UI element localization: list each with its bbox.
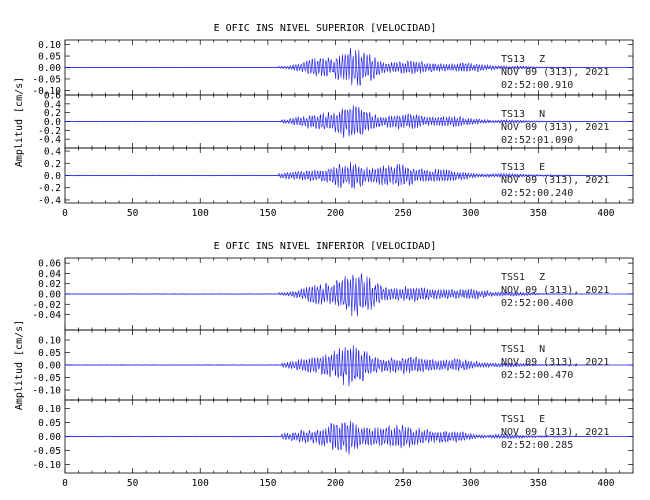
y-tick-label: -0.10 [32,386,61,397]
chart-labels: E OFIC INS NIVEL SUPERIOR [VELOCIDAD] Amp… [14,23,615,489]
chart-title: E OFIC INS NIVEL INFERIOR [VELOCIDAD] [214,241,437,252]
station-name: TS13 [501,54,525,65]
y-tick-label: 0.6 [44,91,61,102]
y-tick-label: 0.00 [38,361,61,372]
record-date: NOV 09 (313), 2021 [501,285,609,296]
x-tick-label: 200 [327,208,344,219]
y-tick-label: 0.0 [44,117,61,128]
component-name: Z [539,272,545,283]
trace-tss1-e [65,420,633,455]
y-tick-label: -0.10 [32,460,61,471]
component-name: N [539,109,545,120]
station-name: TSS1 [501,414,525,425]
y-tick-label: 0.06 [38,259,61,270]
chart-title: E OFIC INS NIVEL SUPERIOR [VELOCIDAD] [214,23,437,34]
seismic-traces [64,47,633,455]
y-axis-label: Amplitud [cm/s] [14,320,25,410]
x-tick-label: 300 [462,208,479,219]
component-name: Z [539,54,545,65]
panel-frames [64,39,634,474]
x-tick-label: 350 [530,208,547,219]
component-name: N [539,344,545,355]
y-tick-label: 0.10 [38,404,61,415]
y-tick-label: -0.4 [38,195,61,206]
component-name: E [539,162,545,173]
x-tick-label: 50 [127,478,139,489]
record-date: NOV 09 (313), 2021 [501,427,609,438]
x-tick-label: 0 [62,208,68,219]
y-tick-label: 0.00 [38,290,61,301]
y-tick-label: 0.05 [38,348,61,359]
x-tick-label: 100 [192,208,209,219]
trace-ts13-e [64,161,633,189]
record-time: 02:52:00.910 [501,80,573,91]
y-tick-label: 0.05 [38,418,61,429]
x-tick-label: 300 [462,478,479,489]
y-tick-label: -0.2 [38,183,61,194]
x-tick-label: 250 [395,208,412,219]
x-tick-label: 250 [395,478,412,489]
record-time: 02:52:00.400 [501,298,573,309]
y-tick-label: 0.4 [44,99,61,110]
y-tick-label: 0.05 [38,52,61,63]
station-label: TS13 Z [501,54,545,65]
trace-tss1-n [64,344,633,387]
station-name: TS13 [501,162,525,173]
y-tick-label: 0.2 [44,108,61,119]
x-tick-label: 200 [327,478,344,489]
record-time: 02:52:00.470 [501,370,573,381]
record-time: 02:52:00.285 [501,440,573,451]
y-tick-label: 0.10 [38,336,61,347]
y-tick-label: -0.10 [32,86,61,97]
trace-tss1-z [64,273,633,317]
y-tick-label: 0.00 [38,432,61,443]
x-tick-label: 400 [597,208,614,219]
station-name: TS13 [501,109,525,120]
station-name: TSS1 [501,272,525,283]
y-tick-label: 0.04 [38,269,61,280]
y-tick-label: -0.4 [38,135,61,146]
station-label: TSS1 Z [501,272,545,283]
station-label: TSS1 E [501,414,545,425]
trace-ts13-z [64,47,633,86]
record-date: NOV 09 (313), 2021 [501,122,609,133]
station-label: TSS1 N [501,344,545,355]
trace-ts13-n [65,105,633,138]
x-tick-label: 100 [192,478,209,489]
x-tick-label: 350 [530,478,547,489]
x-tick-label: 0 [62,478,68,489]
y-tick-label: -0.05 [32,74,61,85]
y-tick-label: 0.0 [44,171,61,182]
x-tick-label: 150 [259,478,276,489]
x-tick-label: 50 [127,208,139,219]
y-tick-label: -0.04 [32,310,61,321]
y-tick-label: 0.00 [38,63,61,74]
station-name: TSS1 [501,344,525,355]
y-tick-label: 0.4 [44,147,61,158]
y-tick-label: 0.2 [44,159,61,170]
station-label: TS13 E [501,162,545,173]
y-tick-label: -0.02 [32,300,61,311]
y-tick-label: -0.2 [38,126,61,137]
component-name: E [539,414,545,425]
y-tick-label: 0.10 [38,40,61,51]
x-tick-label: 150 [259,208,276,219]
y-axis-label: Amplitud [cm/s] [14,77,25,167]
record-date: NOV 09 (313), 2021 [501,175,609,186]
record-date: NOV 09 (313), 2021 [501,357,609,368]
record-time: 02:52:00.240 [501,188,573,199]
record-time: 02:52:01.090 [501,135,573,146]
station-label: TS13 N [501,109,545,120]
y-tick-label: 0.02 [38,279,61,290]
x-tick-label: 400 [597,478,614,489]
y-tick-label: -0.05 [32,446,61,457]
y-tick-label: -0.05 [32,373,61,384]
record-date: NOV 09 (313), 2021 [501,67,609,78]
